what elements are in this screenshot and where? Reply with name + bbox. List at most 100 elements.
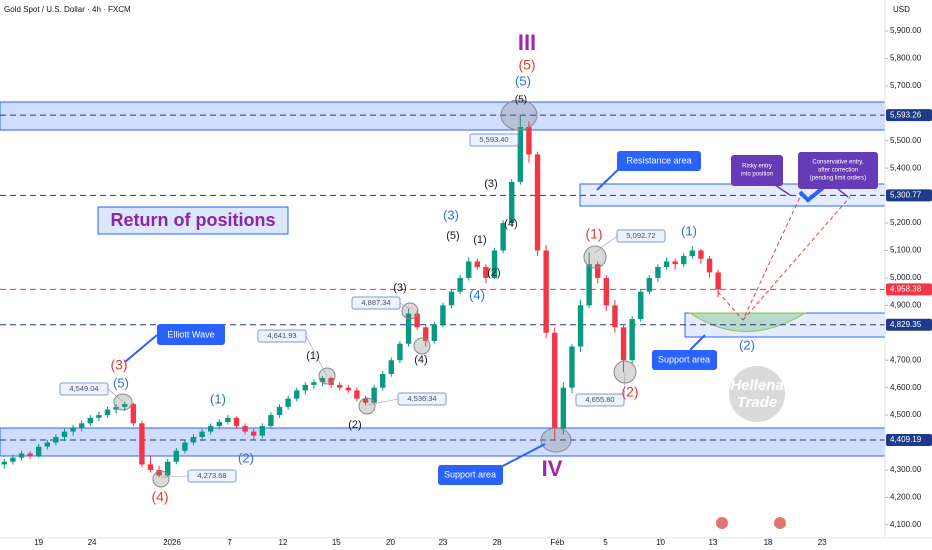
callout-text: Resistance area: [626, 155, 691, 165]
candle-body: [147, 464, 154, 470]
price-badge-label: 4,958.38: [890, 284, 922, 293]
y-tick-label: 5,800.00: [890, 54, 922, 63]
price-label-box: [59, 382, 109, 396]
support-band: [0, 427, 886, 457]
candle-body: [285, 398, 291, 407]
candle-body: [577, 305, 584, 347]
x-tick-label: 2026: [163, 538, 181, 547]
candle-body: [414, 313, 420, 328]
price-label-connector: [107, 388, 124, 402]
candle-body: [629, 319, 635, 361]
candle-body: [328, 378, 334, 385]
candle-body: [36, 446, 42, 457]
candle-body: [526, 127, 532, 155]
wave-label: (5): [113, 375, 129, 390]
risky-text: into position: [741, 172, 773, 178]
candle-body: [70, 427, 76, 432]
x-tick-label: Feb: [550, 538, 564, 547]
callout-text: Support area: [658, 354, 710, 364]
pivot-circle: [540, 427, 572, 453]
price-badge: [886, 434, 932, 447]
forecast-path: [742, 196, 851, 321]
candle-body: [96, 415, 102, 418]
price-badge: [886, 318, 932, 331]
candle-body: [122, 404, 128, 407]
candle-body: [104, 409, 111, 416]
y-tick-label: 4,600.00: [890, 383, 922, 392]
candle-body: [190, 437, 197, 443]
y-tick-label: 4,900.00: [890, 300, 922, 309]
price-label: 5,593.40: [479, 135, 508, 144]
candle-body: [620, 327, 627, 361]
wave-label: (1): [306, 350, 319, 362]
wave-label: (4): [469, 287, 485, 302]
candle-body: [698, 250, 704, 259]
x-tick-label: 13: [709, 538, 718, 547]
y-tick-label: 5,400.00: [890, 163, 922, 172]
price-label-box: [257, 329, 307, 343]
x-tick-label: 15: [332, 538, 341, 547]
wave-label: (3): [443, 207, 459, 222]
candle-body: [87, 417, 94, 424]
candle-body: [1, 461, 8, 465]
candle-body: [483, 266, 489, 278]
candle-body: [388, 360, 395, 374]
candle-body: [431, 324, 438, 342]
price-label-connector: [366, 398, 399, 406]
candle-body: [251, 431, 257, 436]
candle-body: [18, 453, 25, 458]
price-label: 4,655.80: [585, 395, 614, 404]
candle-body: [586, 264, 592, 306]
watermark-text: Trade: [737, 394, 778, 411]
price-label-box: [575, 393, 625, 407]
x-tick-label: 28: [493, 538, 502, 547]
y-tick-label: 5,200.00: [890, 218, 922, 227]
price-label-connector: [399, 302, 411, 310]
candle-body: [715, 272, 721, 290]
callout-box: [157, 324, 225, 345]
price-badge-label: 4,409.19: [890, 435, 922, 444]
candle-body: [466, 261, 472, 278]
candle-body: [242, 426, 248, 432]
callout-pointer: [124, 334, 158, 363]
callout-box: [617, 151, 701, 171]
candle-body: [156, 469, 162, 476]
x-tick-label: 23: [438, 538, 447, 547]
candle-body: [380, 373, 386, 388]
y-tick-label: 5,700.00: [890, 81, 922, 90]
callout-pointer: [837, 188, 849, 198]
candle-body: [491, 250, 498, 278]
y-tick-label: 5,500.00: [890, 136, 922, 145]
price-label: 4,641.93: [267, 331, 296, 340]
wave-label: (2): [348, 419, 361, 431]
candle-body: [311, 382, 317, 385]
x-tick-label: 20: [386, 538, 395, 547]
wave-label: (3): [110, 357, 127, 373]
price-label: 4,549.04: [69, 384, 98, 393]
candle-body: [225, 417, 231, 422]
pivot-circle: [358, 397, 376, 415]
candle-body: [10, 457, 16, 462]
heading: Return of positions: [111, 210, 276, 230]
candle-body: [268, 415, 274, 427]
price-label-connector: [305, 335, 328, 377]
candle-body: [53, 437, 59, 443]
candle-body: [44, 442, 51, 447]
resistance-band: [0, 101, 886, 131]
candle-body: [500, 223, 506, 251]
x-tick-label: 12: [279, 538, 288, 547]
pivot-circle: [500, 99, 538, 131]
wave-label: (1): [473, 234, 486, 246]
wave-label: (1): [210, 391, 226, 406]
candle-body: [534, 154, 541, 251]
price-label-connector: [160, 475, 189, 478]
candle-body: [595, 264, 601, 278]
candle-body: [182, 442, 188, 451]
candle-body: [130, 404, 137, 424]
x-tick-label: 5: [603, 538, 608, 547]
y-tick-label: 5,100.00: [890, 246, 922, 255]
price-label: 4,887.34: [361, 298, 390, 307]
candle-body: [199, 431, 205, 438]
candle-body: [27, 453, 33, 457]
